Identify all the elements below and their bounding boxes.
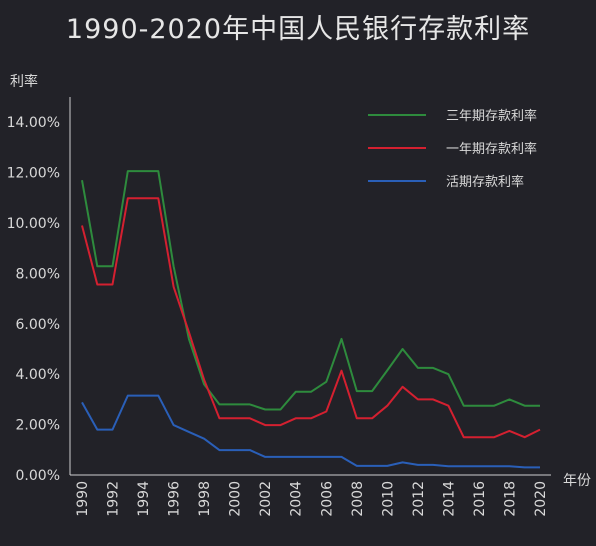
x-tick-label: 2012 xyxy=(411,481,427,517)
legend-label-1: 一年期存款利率 xyxy=(446,141,537,157)
y-axis-ticks: 0.00% 2.00% 4.00% 6.00% 8.00% 10.00% 12.00% 14.… xyxy=(7,115,60,484)
x-tick-label: 2000 xyxy=(228,481,244,517)
x-axis-title: 年份 xyxy=(563,473,591,489)
chart-title: 1990-2020年中国人民银行存款利率 xyxy=(66,14,530,45)
y-tick-label: 6.00% xyxy=(16,317,60,333)
x-axis-ticks: 1990 1992 1994 1996 1998 2000 2002 2004 2006 2008… xyxy=(75,481,549,517)
y-axis-title: 利率 xyxy=(10,73,38,90)
series-lines xyxy=(81,170,541,469)
y-tick-label: 0.00% xyxy=(16,468,60,484)
x-tick-label: 2014 xyxy=(441,481,457,517)
x-tick-label: 2002 xyxy=(258,481,274,517)
y-tick-label: 2.00% xyxy=(16,418,60,434)
series-line-0 xyxy=(81,170,540,411)
x-tick-label: 2018 xyxy=(502,481,518,517)
x-tick-label: 2016 xyxy=(472,481,488,517)
y-tick-label: 10.00% xyxy=(7,216,60,232)
x-tick-label: 1996 xyxy=(167,481,183,517)
y-tick-label: 14.00% xyxy=(7,115,60,131)
y-tick-label: 4.00% xyxy=(16,367,60,383)
legend-label-0: 三年期存款利率 xyxy=(446,108,537,124)
x-tick-label: 1990 xyxy=(75,481,91,517)
legend-label-2: 活期存款利率 xyxy=(446,174,524,190)
x-tick-label: 1994 xyxy=(136,481,152,517)
x-tick-label: 1998 xyxy=(197,481,213,517)
series-line-2 xyxy=(81,394,540,469)
y-tick-label: 8.00% xyxy=(16,266,60,282)
x-tick-label: 2004 xyxy=(289,481,305,517)
x-tick-label: 2020 xyxy=(533,481,549,517)
x-tick-label: 1992 xyxy=(106,481,122,517)
series-line-1 xyxy=(81,197,541,439)
x-tick-label: 2006 xyxy=(319,481,335,517)
x-tick-label: 2010 xyxy=(380,481,396,517)
x-tick-label: 2008 xyxy=(350,481,366,517)
y-tick-label: 12.00% xyxy=(7,166,60,182)
